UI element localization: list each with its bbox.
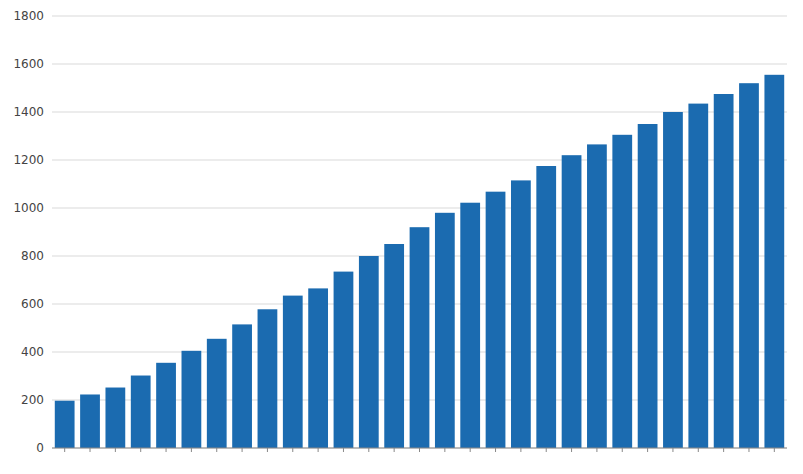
bar — [536, 166, 556, 448]
x-tick — [698, 448, 699, 452]
x-tick — [140, 448, 141, 452]
bar — [511, 180, 531, 448]
x-tick — [470, 448, 471, 452]
x-tick — [216, 448, 217, 452]
bar — [410, 227, 430, 448]
x-tick — [267, 448, 268, 452]
bar — [460, 203, 480, 448]
y-axis: 0 200 400 600 800 1000 1200 1400 1600 1800 — [13, 9, 44, 455]
x-axis — [52, 448, 787, 452]
bar — [207, 339, 227, 448]
bar — [739, 83, 759, 448]
bar — [283, 296, 303, 448]
x-tick — [495, 448, 496, 452]
x-tick — [242, 448, 243, 452]
x-tick — [292, 448, 293, 452]
bar — [587, 144, 607, 448]
x-tick — [64, 448, 65, 452]
y-tick-label: 800 — [21, 249, 44, 263]
x-tick — [571, 448, 572, 452]
x-tick — [774, 448, 775, 452]
bar — [688, 104, 708, 448]
y-tick-label: 200 — [21, 393, 44, 407]
bar — [232, 324, 252, 448]
bar — [258, 309, 278, 448]
grid-line — [52, 64, 787, 65]
bar — [105, 388, 125, 448]
x-tick — [723, 448, 724, 452]
y-tick-label: 1200 — [13, 153, 44, 167]
x-tick — [419, 448, 420, 452]
bar — [764, 75, 784, 448]
x-tick — [520, 448, 521, 452]
page: {"chart_data": {"type": "bar", "categori… — [0, 0, 803, 474]
bar — [486, 192, 506, 448]
x-tick — [115, 448, 116, 452]
y-tick-label: 1800 — [13, 9, 44, 23]
bar — [359, 256, 379, 448]
bar — [638, 124, 658, 448]
x-tick — [596, 448, 597, 452]
x-tick — [622, 448, 623, 452]
bar — [308, 288, 328, 448]
x-tick — [647, 448, 648, 452]
bar — [55, 401, 75, 448]
x-tick — [318, 448, 319, 452]
chart-container: 0 200 400 600 800 1000 1200 1400 1600 1800 — [0, 0, 803, 474]
y-tick-label: 1400 — [13, 105, 44, 119]
x-tick — [672, 448, 673, 452]
bar — [131, 376, 151, 448]
bar — [156, 363, 176, 448]
x-tick — [368, 448, 369, 452]
y-tick-label: 1000 — [13, 201, 44, 215]
x-tick — [748, 448, 749, 452]
x-tick — [166, 448, 167, 452]
y-tick-label: 0 — [36, 441, 44, 455]
bars — [55, 75, 784, 448]
bar — [384, 244, 404, 448]
bar — [663, 112, 683, 448]
y-tick-label: 1600 — [13, 57, 44, 71]
bar — [435, 213, 455, 448]
grid — [52, 16, 787, 448]
grid-line — [52, 16, 787, 17]
x-tick — [444, 448, 445, 452]
bar — [334, 272, 354, 448]
chart-svg: 0 200 400 600 800 1000 1200 1400 1600 1800 — [0, 0, 803, 474]
bar — [562, 155, 582, 448]
bar — [182, 351, 202, 448]
y-tick-label: 600 — [21, 297, 44, 311]
bar — [612, 135, 632, 448]
x-tick — [546, 448, 547, 452]
x-tick — [90, 448, 91, 452]
bar — [80, 394, 100, 448]
y-tick-label: 400 — [21, 345, 44, 359]
x-tick — [394, 448, 395, 452]
x-tick — [191, 448, 192, 452]
bar — [714, 94, 734, 448]
x-tick — [343, 448, 344, 452]
